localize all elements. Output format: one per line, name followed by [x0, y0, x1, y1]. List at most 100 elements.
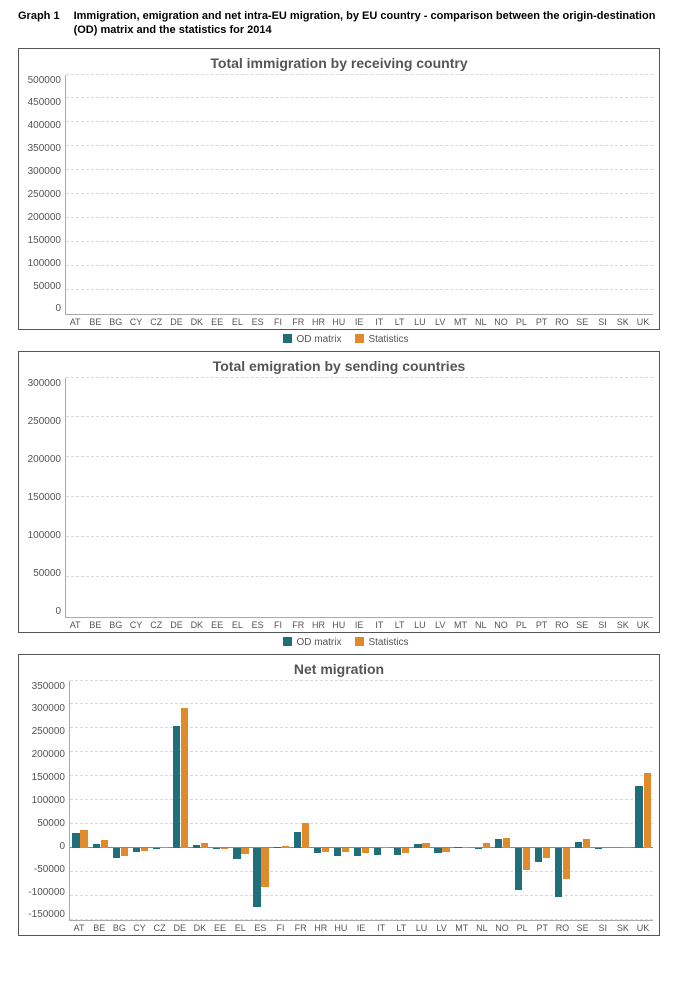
chart-panel-emigration: Total emigration by sending countries 300… [18, 351, 660, 633]
x-tick-label: NL [471, 317, 491, 327]
legend-swatch-od [283, 334, 292, 343]
category-DE [171, 681, 191, 920]
x-tick-label: AT [65, 620, 85, 630]
x-tick-label: LT [390, 620, 410, 630]
x-tick-label: SE [573, 923, 593, 933]
category-FI [271, 681, 291, 920]
bar-stats [121, 848, 128, 856]
x-tick-label: MT [450, 620, 470, 630]
bar-stats [261, 848, 268, 887]
x-tick-label: DK [187, 620, 207, 630]
y-axis: 3500003000002500002000001500001000005000… [25, 681, 69, 921]
x-tick-label: HU [329, 317, 349, 327]
x-tick-label: CZ [146, 317, 166, 327]
bar-stats [342, 848, 349, 852]
bar-od [515, 848, 522, 891]
bar-stats [422, 843, 429, 848]
legend-label-od: OD matrix [296, 334, 341, 345]
plot-area [69, 681, 653, 921]
chart-title: Total emigration by sending countries [25, 358, 653, 374]
y-tick-label: 500000 [28, 75, 61, 86]
x-tick-label: DK [190, 923, 210, 933]
x-tick-label: FR [291, 923, 311, 933]
bar-stats [302, 823, 309, 847]
x-tick-label: FI [268, 317, 288, 327]
x-tick-label: ES [250, 923, 270, 933]
category-HU [331, 681, 351, 920]
bar-stats [503, 838, 510, 848]
x-tick-label: LT [390, 317, 410, 327]
x-tick-label: EE [207, 620, 227, 630]
x-tick-label: NL [472, 923, 492, 933]
bar-od [153, 848, 160, 849]
y-tick-label: 50000 [37, 818, 65, 829]
x-tick-label: BE [85, 620, 105, 630]
y-tick-label: 350000 [28, 143, 61, 154]
bar-od [394, 848, 401, 856]
y-tick-label: 300000 [32, 703, 65, 714]
y-tick-label: 50000 [33, 281, 61, 292]
category-SK [613, 681, 633, 920]
x-tick-label: LV [430, 317, 450, 327]
x-tick-label: FI [268, 620, 288, 630]
category-AT [70, 681, 90, 920]
category-DK [191, 681, 211, 920]
category-HR [311, 681, 331, 920]
x-tick-label: PT [532, 923, 552, 933]
bar-stats [523, 848, 530, 870]
x-tick-label: LT [391, 923, 411, 933]
x-tick-label: SK [613, 923, 633, 933]
bar-stats [644, 773, 651, 848]
bar-od [233, 848, 240, 859]
bar-od [475, 848, 482, 849]
bar-stats [583, 839, 590, 848]
y-tick-label: 200000 [32, 749, 65, 760]
x-tick-label: UK [633, 620, 653, 630]
bar-od [173, 726, 180, 847]
y-axis: 300000250000200000150000100000500000 [25, 378, 65, 618]
category-PT [533, 681, 553, 920]
x-tick-label: PT [531, 317, 551, 327]
x-tick-label: BG [106, 620, 126, 630]
x-tick-label: DE [166, 317, 186, 327]
x-tick-label: ES [248, 317, 268, 327]
x-tick-label: SI [592, 317, 612, 327]
legend-label-stats: Statistics [368, 637, 408, 648]
y-tick-label: 300000 [28, 378, 61, 389]
x-tick-label: UK [633, 317, 653, 327]
bar-stats [483, 843, 490, 848]
bar-od [414, 844, 421, 848]
x-tick-label: PT [531, 620, 551, 630]
x-tick-label: SK [613, 317, 633, 327]
bar-stats [402, 848, 409, 853]
legend: OD matrix Statistics [18, 334, 660, 345]
x-tick-label: LU [410, 317, 430, 327]
x-tick-label: CY [129, 923, 149, 933]
x-tick-label: LV [430, 620, 450, 630]
bar-od [635, 786, 642, 848]
chart-title: Net migration [25, 661, 653, 677]
y-tick-label: 250000 [32, 726, 65, 737]
x-axis: ATBEBGCYCZDEDKEEELESFIFRHRHUIEITLTLULVMT… [65, 315, 653, 327]
category-LV [432, 681, 452, 920]
bar-od [555, 848, 562, 897]
x-tick-label: IT [369, 317, 389, 327]
bar-od [334, 848, 341, 857]
bar-od [213, 848, 220, 849]
x-tick-label: FR [288, 620, 308, 630]
bar-od [374, 848, 381, 855]
y-tick-label: 150000 [28, 235, 61, 246]
x-tick-label: HU [331, 923, 351, 933]
bar-stats [282, 846, 289, 847]
category-IT [372, 681, 392, 920]
legend-label-stats: Statistics [368, 334, 408, 345]
x-tick-label: PL [512, 923, 532, 933]
x-tick-label: HR [308, 620, 328, 630]
figure-caption: Graph 1 Immigration, emigration and net … [18, 10, 660, 38]
bar-od [294, 832, 301, 848]
x-tick-label: AT [69, 923, 89, 933]
x-tick-label: SE [572, 317, 592, 327]
bar-od [72, 833, 79, 847]
bar-od [113, 848, 120, 859]
category-PL [512, 681, 532, 920]
